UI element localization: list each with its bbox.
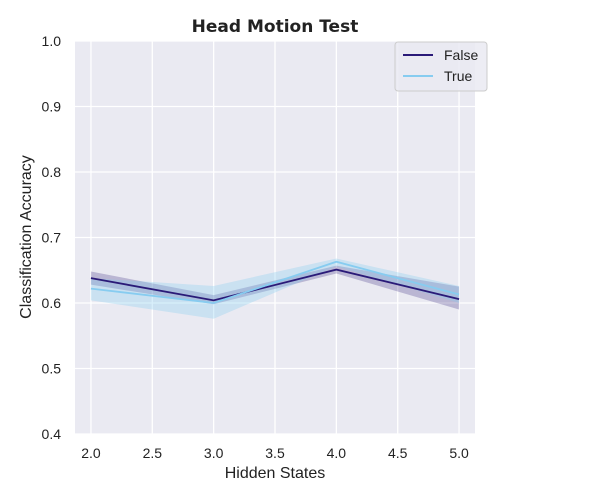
series-line-false [90, 268, 460, 302]
y-tick-label: 1.0 [42, 33, 62, 49]
x-tick-label: 3.5 [265, 445, 285, 461]
y-tick-label: 0.5 [42, 361, 62, 377]
y-tick-label: 0.4 [42, 426, 62, 442]
x-tick-label: 5.0 [449, 445, 469, 461]
y-tick-label: 0.6 [42, 295, 62, 311]
y-axis-label: Classification Accuracy [18, 155, 35, 319]
x-tick-label: 3.0 [204, 445, 224, 461]
ci-band-true [90, 258, 460, 319]
x-tick-label: 4.0 [327, 445, 347, 461]
series-lines [90, 260, 460, 304]
x-tick-label: 2.5 [143, 445, 163, 461]
y-tick-label: 0.9 [42, 99, 62, 115]
x-tick-label: 4.5 [388, 445, 408, 461]
legend-label-true: True [444, 68, 472, 84]
legend: False True [394, 41, 488, 92]
chart-title: Head Motion Test [192, 17, 359, 37]
grid [75, 40, 475, 435]
legend-label-false: False [444, 47, 478, 63]
y-axis-ticks: 0.4 0.5 0.6 0.7 0.8 0.9 1.0 [42, 33, 62, 442]
x-axis-label: Hidden States [225, 465, 326, 482]
y-tick-label: 0.8 [42, 164, 62, 180]
x-axis-ticks: 2.0 2.5 3.0 3.5 4.0 4.5 5.0 [81, 445, 469, 461]
x-tick-label: 2.0 [81, 445, 101, 461]
y-tick-label: 0.7 [42, 230, 62, 246]
series-line-true [90, 260, 460, 304]
